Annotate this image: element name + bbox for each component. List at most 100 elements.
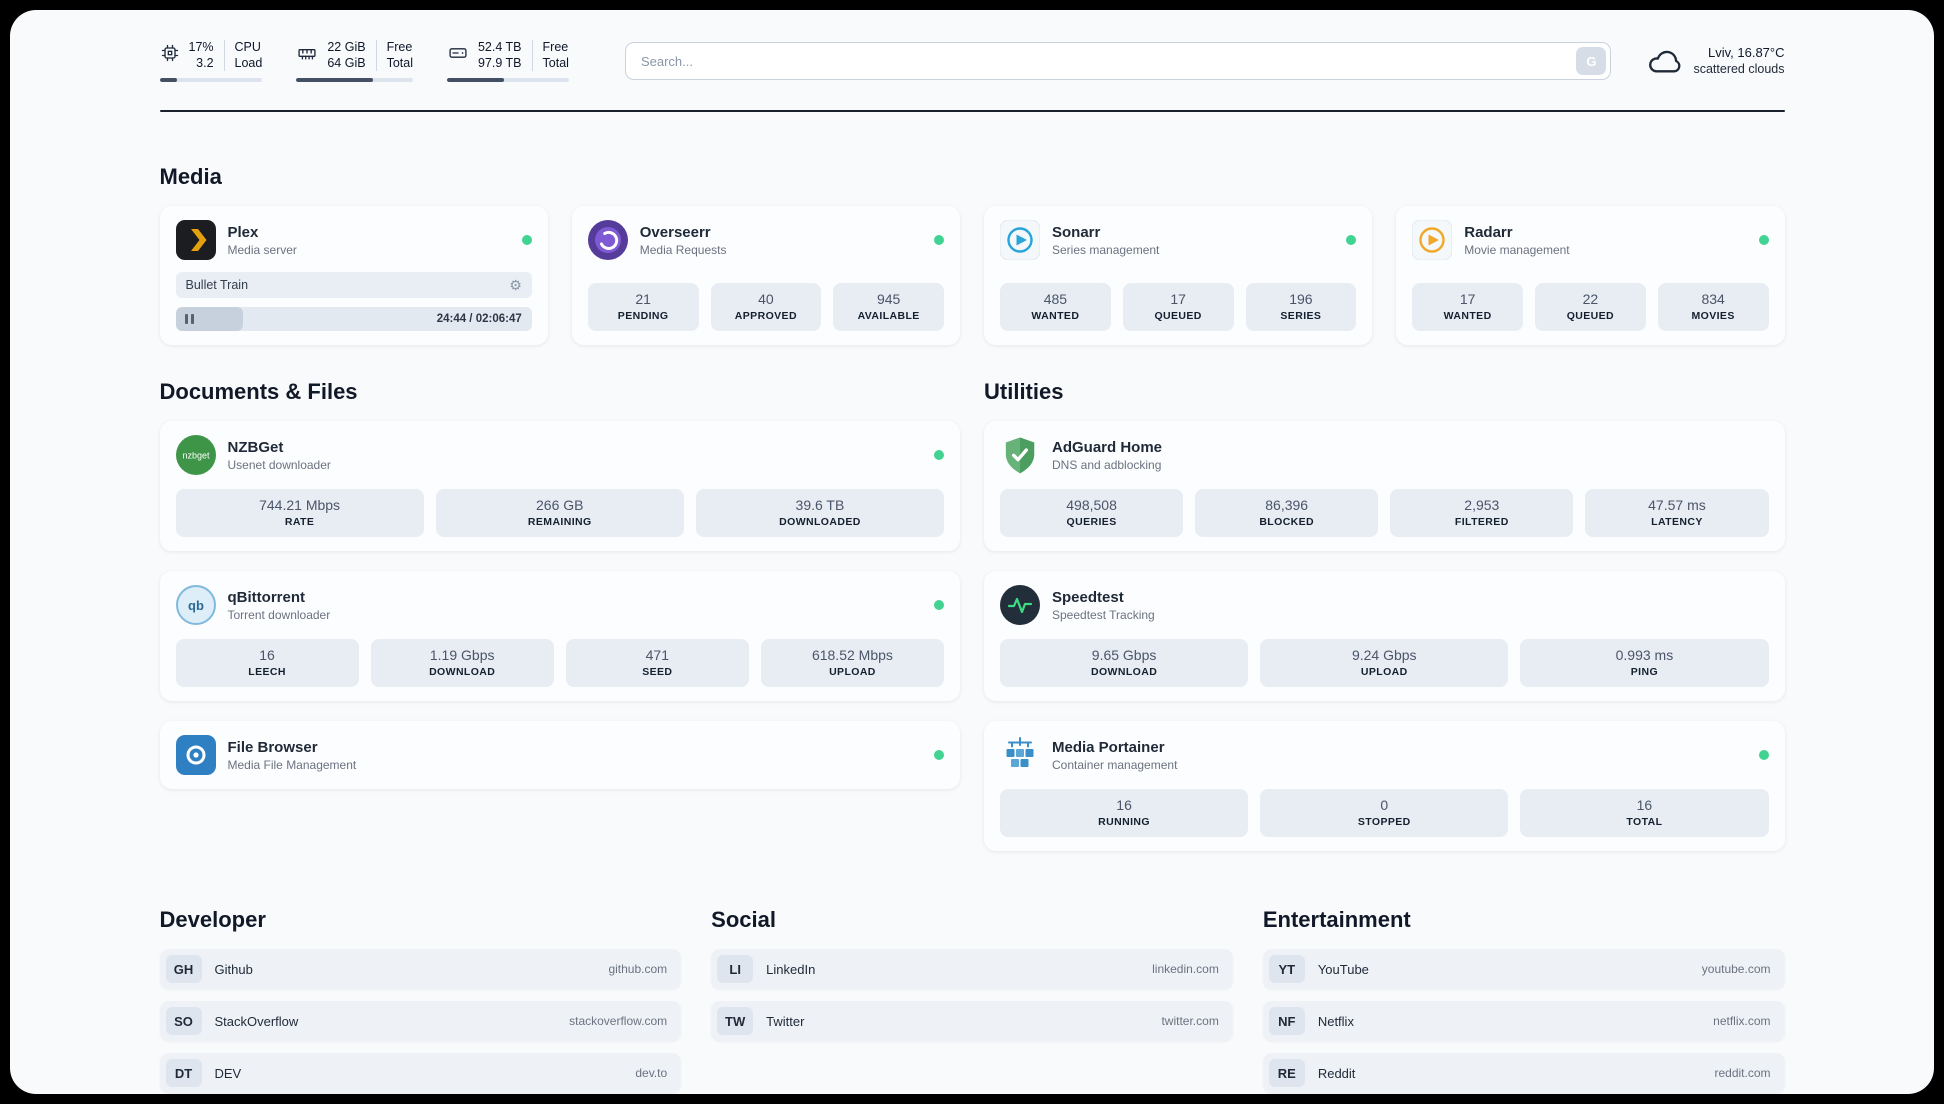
cloud-icon: [1647, 46, 1683, 76]
bookmark-dev[interactable]: DT DEV dev.to: [159, 1053, 682, 1094]
stat-wanted: 485 WANTED: [1000, 283, 1111, 332]
app-subtitle: Container management: [1052, 757, 1178, 772]
plex-icon: [175, 220, 216, 261]
disk-free-value: 52.4 TB: [477, 40, 522, 54]
app-subtitle: Media server: [227, 242, 297, 257]
svg-text:nzbget: nzbget: [182, 451, 210, 461]
bookmark-netflix[interactable]: NF Netflix netflix.com: [1262, 1001, 1785, 1042]
weather-location: Lviv, 16.87°C: [1708, 44, 1785, 60]
search-input[interactable]: [624, 42, 1612, 81]
weather-widget: Lviv, 16.87°C scattered clouds: [1647, 44, 1785, 78]
stat-total: 16 TOTAL: [1520, 789, 1769, 838]
ram-icon: [296, 43, 318, 63]
bookmark-youtube[interactable]: YT YouTube youtube.com: [1262, 949, 1785, 990]
adguard-card[interactable]: AdGuard Home DNS and adblocking 498,508 …: [984, 421, 1785, 552]
nzbget-icon: nzbget: [175, 435, 216, 476]
social-section-title: Social: [711, 907, 776, 933]
filebrowser-card[interactable]: File Browser Media File Management: [159, 721, 960, 790]
stat-running: 16 RUNNING: [1000, 789, 1249, 838]
status-dot: [934, 600, 944, 611]
app-subtitle: Media Requests: [639, 242, 727, 257]
ram-widget: 22 GiB 64 GiB Free Total: [296, 40, 413, 83]
bookmark-name: YouTube: [1317, 961, 1369, 977]
bookmark-name: LinkedIn: [766, 961, 816, 977]
stat-queued: 22 QUEUED: [1535, 283, 1646, 332]
app-name: qBittorrent: [227, 588, 306, 606]
status-dot: [934, 750, 944, 761]
app-subtitle: Torrent downloader: [227, 607, 331, 622]
disk-total-label: Total: [542, 55, 569, 70]
disk-free-label: Free: [542, 40, 569, 54]
bookmark-stackoverflow[interactable]: SO StackOverflow stackoverflow.com: [159, 1001, 682, 1042]
status-dot: [1758, 750, 1769, 761]
stat-available: 945 AVAILABLE: [833, 283, 944, 332]
bookmark-name: Netflix: [1317, 1013, 1354, 1029]
nzbget-card[interactable]: nzbget NZBGet Usenet downloader 744.21 M…: [159, 421, 960, 552]
stat-downloaded: 39.6 TB DOWNLOADED: [695, 489, 945, 538]
qbittorrent-icon: qb: [175, 585, 216, 626]
developer-section: Developer GH Github github.com SO StackO…: [159, 907, 682, 1094]
bookmark-url: github.com: [608, 962, 668, 977]
bookmark-abbr: NF: [1268, 1007, 1305, 1036]
app-name: AdGuard Home: [1052, 438, 1163, 456]
overseerr-icon: [587, 220, 628, 261]
player-time: 24:44 / 02:06:47: [436, 313, 522, 326]
bookmark-url: stackoverflow.com: [569, 1014, 668, 1029]
stat-latency: 47.57 ms LATENCY: [1585, 489, 1769, 538]
bookmark-name: DEV: [214, 1065, 242, 1081]
gear-icon[interactable]: ⚙: [509, 277, 522, 294]
ram-progressbar: [296, 78, 413, 83]
status-dot: [934, 450, 944, 461]
overseerr-card[interactable]: Overseerr Media Requests 21 PENDING 40 A…: [571, 206, 960, 346]
bookmark-abbr: RE: [1268, 1059, 1305, 1088]
stat-pending: 21 PENDING: [587, 283, 699, 332]
qbittorrent-card[interactable]: qb qBittorrent Torrent downloader 16 LEE…: [159, 571, 960, 702]
weather-condition: scattered clouds: [1693, 62, 1785, 77]
stat-seed: 471 SEED: [565, 639, 749, 688]
radarr-card[interactable]: Radarr Movie management 17 WANTED 22 QUE…: [1396, 206, 1785, 346]
speedtest-card[interactable]: Speedtest Speedtest Tracking 9.65 Gbps D…: [984, 571, 1785, 702]
bookmark-reddit[interactable]: RE Reddit reddit.com: [1262, 1053, 1785, 1094]
status-dot: [521, 235, 532, 246]
bookmark-abbr: SO: [165, 1007, 202, 1036]
pause-icon[interactable]: [184, 314, 194, 325]
portainer-card[interactable]: Media Portainer Container management 16 …: [984, 721, 1785, 852]
app-name: NZBGet: [227, 438, 284, 456]
disk-widget: 52.4 TB 97.9 TB Free Total: [446, 40, 569, 83]
plex-card[interactable]: Plex Media server Bullet Train ⚙ 24:44 /…: [159, 206, 548, 346]
developer-section-title: Developer: [159, 907, 266, 933]
adguard-icon: [1000, 435, 1040, 475]
media-player-bar[interactable]: 24:44 / 02:06:47: [175, 307, 532, 332]
cpu-label: CPU: [234, 40, 261, 54]
utilities-section-title: Utilities: [984, 379, 1064, 405]
cpu-widget: 17% 3.2 CPU Load: [159, 40, 263, 83]
app-name: File Browser: [227, 738, 318, 756]
bookmark-name: StackOverflow: [214, 1013, 299, 1029]
bookmark-linkedin[interactable]: LI LinkedIn linkedin.com: [711, 949, 1233, 990]
app-subtitle: Usenet downloader: [227, 457, 331, 472]
cpu-load-label: Load: [234, 55, 263, 70]
now-playing-bar[interactable]: Bullet Train ⚙: [175, 272, 532, 299]
app-name: Radarr: [1464, 223, 1513, 241]
speedtest-icon: [1000, 585, 1040, 626]
stat-upload: 618.52 Mbps UPLOAD: [760, 639, 944, 688]
bookmark-url: twitter.com: [1161, 1014, 1219, 1029]
stat-filtered: 2,953 FILTERED: [1390, 489, 1574, 538]
search-go-button[interactable]: G: [1576, 47, 1607, 76]
app-name: Sonarr: [1052, 223, 1101, 241]
bookmark-name: Reddit: [1317, 1065, 1356, 1081]
stat-remaining: 266 GB REMAINING: [435, 489, 684, 538]
stat-queued: 17 QUEUED: [1122, 283, 1234, 332]
sonarr-card[interactable]: Sonarr Series management 485 WANTED 17 Q…: [984, 206, 1373, 346]
stat-stopped: 0 STOPPED: [1260, 789, 1509, 838]
header-divider: [159, 110, 1785, 113]
portainer-icon: [1000, 735, 1040, 775]
bookmark-twitter[interactable]: TW Twitter twitter.com: [711, 1001, 1233, 1042]
dashboard-page: 17% 3.2 CPU Load: [10, 10, 1934, 1094]
stat-approved: 40 APPROVED: [710, 283, 822, 332]
bookmark-url: netflix.com: [1713, 1014, 1771, 1029]
bookmark-github[interactable]: GH Github github.com: [159, 949, 682, 990]
media-section-title: Media: [159, 164, 222, 190]
media-section: Media Plex Media server: [159, 164, 1785, 346]
bookmark-abbr: TW: [717, 1007, 754, 1036]
